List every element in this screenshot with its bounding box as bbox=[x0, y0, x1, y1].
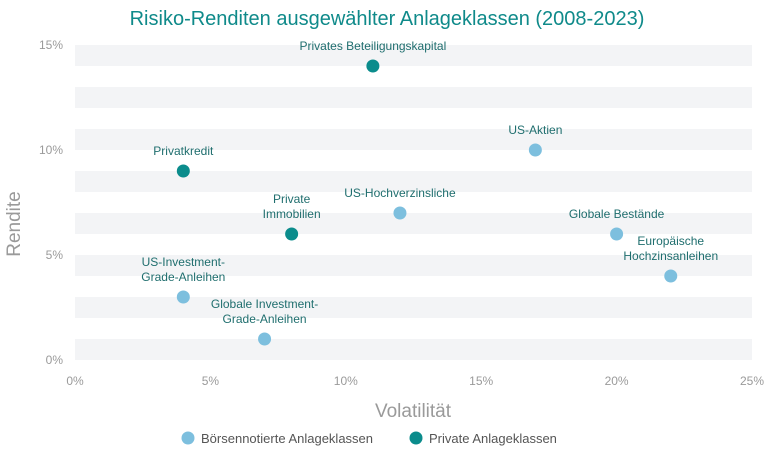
data-point bbox=[176, 164, 190, 178]
grid-band bbox=[75, 129, 752, 150]
legend-label: Börsennotierte Anlageklassen bbox=[201, 431, 373, 446]
legend: Börsennotierte Anlageklassen Private Anla… bbox=[181, 431, 557, 446]
y-tick-label: 10% bbox=[39, 143, 63, 157]
x-tick-label: 20% bbox=[605, 374, 629, 388]
data-point bbox=[258, 332, 272, 346]
data-point bbox=[610, 227, 624, 241]
data-label: Europäische Hochzinsanleihen bbox=[623, 234, 718, 263]
y-axis-ticks: 0% 5% 10% 15% bbox=[39, 38, 63, 367]
data-label: US-Investment-Grade-Anleihen bbox=[141, 255, 225, 284]
grid-band bbox=[75, 87, 752, 108]
x-tick-label: 25% bbox=[740, 374, 764, 388]
x-tick-label: 5% bbox=[202, 374, 220, 388]
data-label: Globale Investment-Grade-Anleihen bbox=[211, 297, 318, 326]
data-label: US-Aktien bbox=[508, 123, 562, 137]
grid-band bbox=[75, 339, 752, 360]
chart-title: Risiko-Renditen ausgewählter Anlageklass… bbox=[130, 8, 645, 30]
grid-band bbox=[75, 297, 752, 318]
x-tick-label: 15% bbox=[469, 374, 493, 388]
data-label: Privatkredit bbox=[153, 144, 214, 158]
data-points: US-Aktien US-Hochverzinsliche Globale Best… bbox=[141, 39, 718, 346]
x-tick-label: 0% bbox=[66, 374, 84, 388]
grid-bands bbox=[75, 45, 752, 360]
grid-band bbox=[75, 213, 752, 234]
y-tick-label: 15% bbox=[39, 38, 63, 52]
data-label: Private Immobilien bbox=[263, 192, 321, 221]
legend-marker bbox=[181, 431, 195, 445]
x-tick-label: 10% bbox=[334, 374, 358, 388]
y-tick-label: 0% bbox=[46, 353, 64, 367]
data-point bbox=[285, 227, 299, 241]
y-tick-label: 5% bbox=[46, 248, 64, 262]
data-point bbox=[664, 269, 678, 283]
data-point bbox=[393, 206, 407, 220]
legend-label: Private Anlageklassen bbox=[429, 431, 557, 446]
data-label: US-Hochverzinsliche bbox=[344, 186, 456, 200]
x-axis-ticks: 0% 5% 10% 15% 20% 25% bbox=[66, 374, 764, 388]
legend-marker bbox=[409, 431, 423, 445]
data-point bbox=[528, 143, 542, 157]
y-axis-label: Rendite bbox=[4, 191, 25, 257]
grid-band bbox=[75, 45, 752, 66]
data-point bbox=[366, 59, 380, 73]
grid-band bbox=[75, 255, 752, 276]
data-point bbox=[176, 290, 190, 304]
data-label: Globale Bestände bbox=[569, 207, 665, 221]
grid-band bbox=[75, 171, 752, 192]
x-axis-label: Volatilität bbox=[375, 401, 452, 422]
data-label: Privates Beteiligungskapital bbox=[300, 39, 447, 53]
